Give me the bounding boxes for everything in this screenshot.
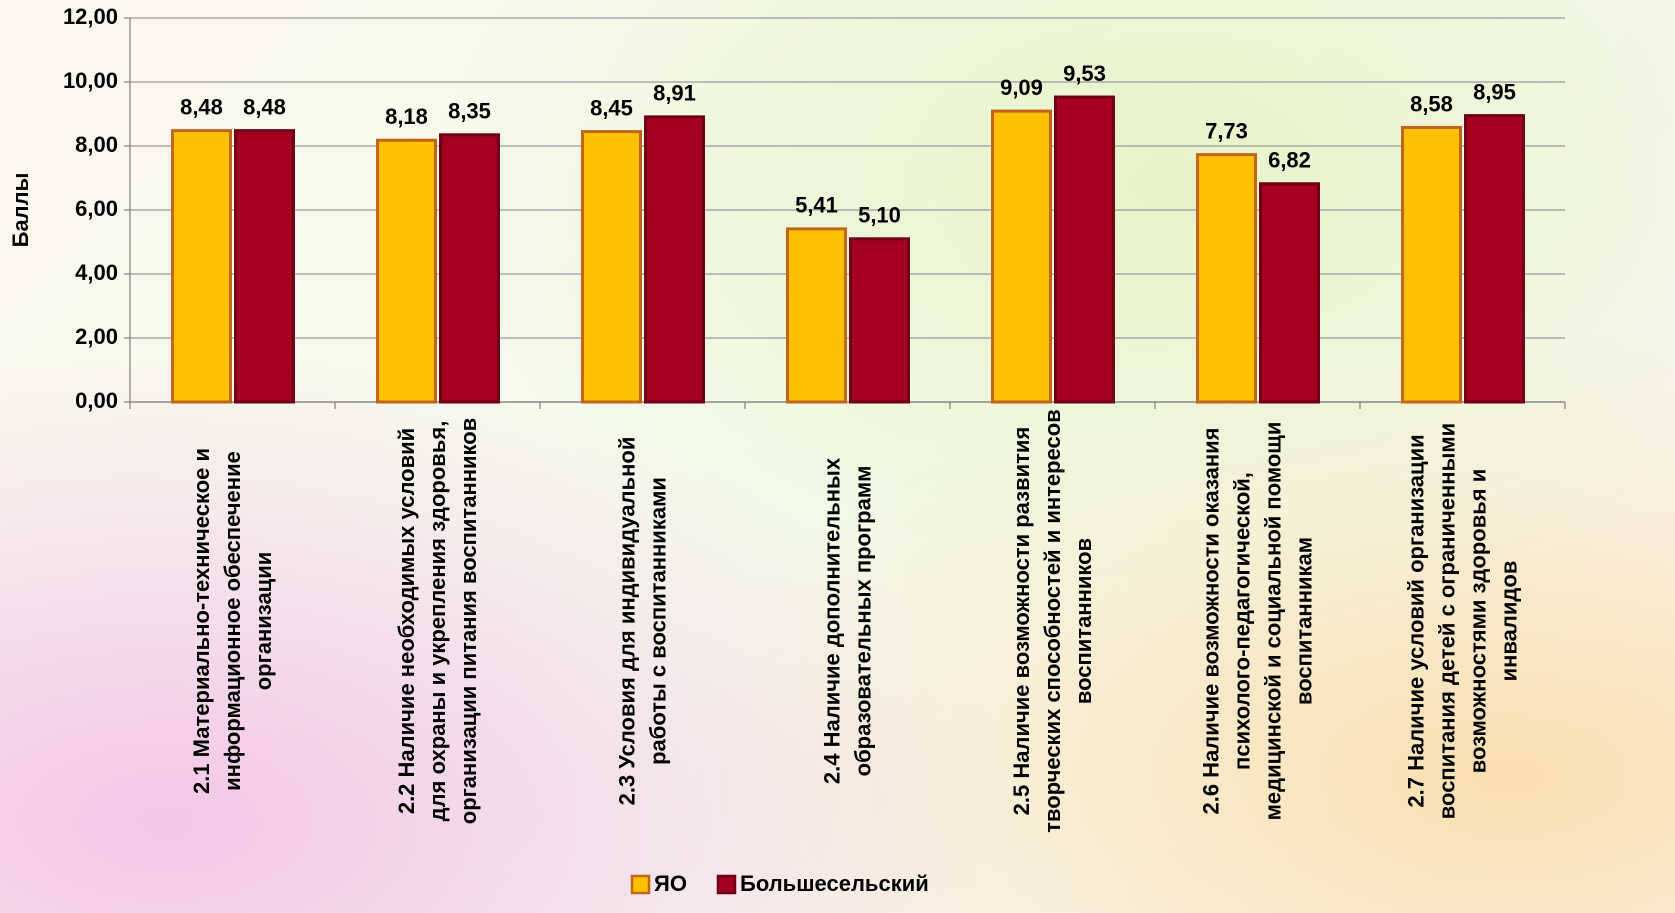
legend-label: Большесельский [740, 871, 929, 896]
bar [1198, 155, 1256, 402]
y-tick-label: 10,00 [63, 68, 118, 93]
y-tick-label: 2,00 [75, 324, 118, 349]
y-tick-label: 4,00 [75, 260, 118, 285]
page: Баллы 0,00 2,00 4,00 6,00 8,00 10,00 12,00 8,48… [0, 0, 1675, 913]
legend-swatch [632, 876, 649, 893]
x-tick-label: 2.2 Наличие необходимых условий для охра… [391, 406, 484, 836]
value-label: 9,53 [1063, 61, 1106, 86]
bar [993, 111, 1051, 402]
value-label: 8,48 [243, 94, 286, 119]
y-tick-label: 12,00 [63, 4, 118, 29]
x-tick-label: 2.3 Условия для индивидуальной работы с … [612, 406, 674, 836]
value-label: 8,35 [448, 99, 491, 124]
value-label: 8,48 [180, 94, 223, 119]
x-tick-label: 2.5 Наличие возможности развития творчес… [1006, 406, 1099, 836]
y-tick-label: 0,00 [75, 388, 118, 413]
y-tick-label: 6,00 [75, 196, 118, 221]
x-tick-label: 2.6 Наличие возможности оказания психоло… [1196, 406, 1320, 836]
x-tick-label: 2.7 Наличие условий организации воспитан… [1401, 406, 1525, 836]
bar [583, 132, 641, 402]
value-label: 8,91 [653, 81, 696, 106]
value-label: 5,10 [858, 203, 901, 228]
x-tick-label: 2.4 Наличие дополнительных образовательн… [817, 406, 879, 836]
x-tick-label: 2.1 Материально-техническое и информацио… [186, 406, 279, 836]
bar [1403, 127, 1461, 402]
value-label: 6,82 [1268, 148, 1311, 173]
value-label: 7,73 [1205, 118, 1248, 143]
value-label: 8,95 [1473, 79, 1516, 104]
value-label: 8,58 [1410, 91, 1453, 116]
bar [236, 131, 294, 402]
bar [1056, 97, 1114, 402]
value-label: 5,41 [795, 193, 838, 218]
value-label: 9,09 [1000, 75, 1043, 100]
legend-swatch [718, 876, 735, 893]
bar [646, 117, 704, 402]
bar [851, 239, 909, 402]
y-tick-label: 8,00 [75, 132, 118, 157]
value-label: 8,18 [385, 104, 428, 129]
bar [441, 135, 499, 402]
bar [1261, 184, 1319, 402]
bar [173, 131, 231, 402]
value-label: 8,45 [590, 95, 633, 120]
y-axis-title: Баллы [8, 173, 33, 248]
bar [1466, 116, 1524, 402]
legend-label: ЯО [654, 871, 687, 896]
bar [378, 140, 436, 402]
bar [788, 229, 846, 402]
